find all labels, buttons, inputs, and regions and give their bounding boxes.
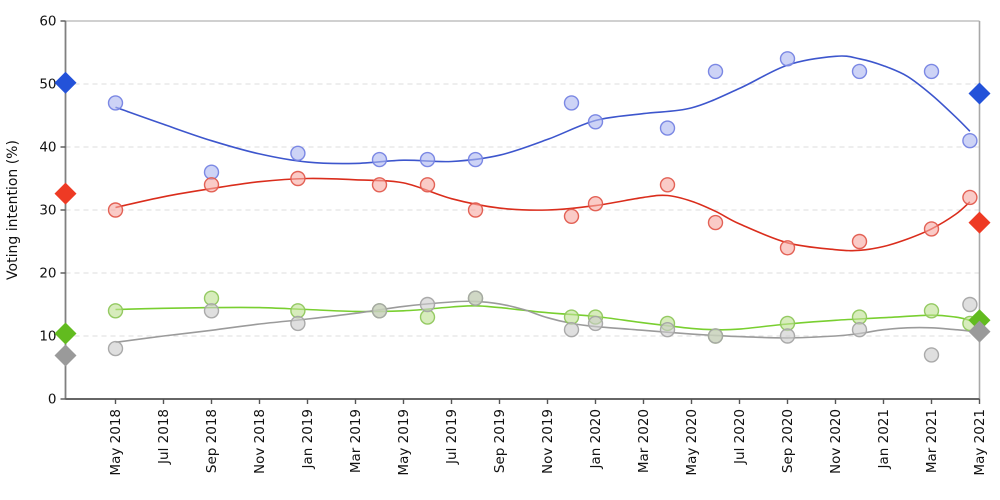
- red-poll-point: [467, 202, 484, 218]
- blue-poll-point: [107, 95, 124, 111]
- blue-poll-point: [290, 145, 306, 162]
- green-poll-point: [419, 309, 436, 325]
- x-tick-label: Sep 2018: [204, 409, 220, 473]
- blue-poll-point: [851, 63, 868, 80]
- x-tick-label: Jul 2018: [156, 409, 172, 465]
- red-poll-point: [659, 177, 676, 193]
- blue-end-diamond: [968, 82, 991, 105]
- grey-trend-line: [115, 300, 970, 344]
- x-tick-label: Mar 2021: [924, 409, 940, 473]
- red-poll-point: [707, 214, 724, 231]
- blue-poll-point: [707, 63, 724, 80]
- blue-poll-point: [563, 95, 580, 111]
- blue-poll-point: [419, 151, 436, 168]
- grey-poll-point: [371, 303, 388, 319]
- green-poll-point: [779, 315, 796, 332]
- grey-poll-point: [587, 315, 604, 332]
- x-tick-label: Jan 2020: [588, 409, 604, 469]
- x-tick-label: Nov 2020: [828, 409, 844, 474]
- grey-poll-point: [659, 322, 676, 338]
- blue-poll-point: [467, 151, 484, 168]
- red-poll-point: [779, 240, 796, 256]
- red-poll-point: [290, 170, 306, 187]
- red-poll-point: [419, 177, 436, 193]
- y-tick-label: 20: [39, 266, 56, 282]
- grey-end-diamond: [968, 320, 991, 343]
- green-poll-point: [923, 303, 940, 319]
- red-start-diamond: [54, 182, 77, 205]
- y-axis-title: Voting intention (%): [5, 140, 21, 280]
- x-tick-label: Jul 2019: [444, 409, 460, 465]
- grey-poll-point: [563, 322, 580, 338]
- grey-poll-point: [962, 296, 978, 313]
- red-poll-point: [923, 221, 940, 237]
- grey-poll-point: [290, 315, 306, 332]
- green-poll-point: [851, 309, 868, 325]
- blue-poll-point: [923, 63, 940, 80]
- green-poll-point: [563, 309, 580, 325]
- x-tick-label: Sep 2019: [492, 409, 508, 473]
- grey-poll-point: [107, 340, 124, 357]
- x-tick-label: Nov 2019: [540, 409, 556, 474]
- blue-poll-point: [587, 114, 604, 130]
- grey-poll-point: [779, 328, 796, 344]
- y-tick-label: 50: [39, 77, 56, 93]
- red-end-diamond: [968, 211, 991, 234]
- x-tick-label: May 2018: [108, 409, 124, 476]
- x-tick-label: May 2020: [684, 409, 700, 476]
- grey-poll-point: [419, 296, 436, 313]
- red-poll-point: [107, 202, 124, 218]
- grey-poll-point: [707, 328, 724, 344]
- x-tick-label: Nov 2018: [252, 409, 268, 474]
- blue-start-diamond: [54, 71, 77, 94]
- grey-poll-point: [203, 303, 220, 319]
- grey-poll-point: [851, 322, 868, 338]
- blue-poll-point: [779, 51, 796, 67]
- x-tick-label: Jan 2021: [876, 409, 892, 469]
- x-tick-label: May 2019: [396, 409, 412, 476]
- grey-poll-point: [467, 290, 484, 306]
- red-poll-point: [371, 177, 388, 193]
- x-tick-label: Jan 2019: [300, 409, 316, 469]
- x-tick-label: Sep 2020: [780, 409, 796, 473]
- green-poll-point: [107, 303, 124, 319]
- green-poll-point: [290, 303, 306, 319]
- red-poll-point: [962, 189, 978, 206]
- green-end-diamond: [968, 309, 991, 332]
- green-start-diamond: [54, 322, 77, 345]
- blue-poll-point: [371, 151, 388, 168]
- blue-trend-line: [115, 55, 971, 165]
- y-tick-label: 30: [39, 203, 56, 219]
- red-poll-point: [851, 233, 868, 250]
- grey-poll-point: [923, 347, 940, 363]
- red-trend-line: [115, 177, 971, 252]
- plot-layer: 0 10 20 30 40 50 60 May 2018 Jul 2018 Sep 2018 Nov…: [39, 14, 991, 476]
- red-poll-point: [563, 208, 580, 225]
- grey-start-diamond: [54, 344, 77, 367]
- blue-poll-point: [203, 164, 220, 180]
- x-tick-label: Mar 2019: [348, 409, 364, 473]
- red-poll-point: [587, 195, 604, 212]
- y-tick-label: 40: [39, 140, 56, 156]
- y-tick-label: 60: [39, 14, 56, 30]
- y-tick-label: 10: [39, 329, 56, 345]
- blue-poll-point: [659, 120, 676, 136]
- x-tick-label: Jul 2020: [732, 409, 748, 465]
- blue-poll-point: [962, 132, 978, 149]
- x-tick-label: Mar 2020: [636, 409, 652, 473]
- x-tick-label: May 2021: [972, 409, 988, 476]
- red-poll-point: [203, 177, 220, 193]
- y-tick-label: 0: [48, 392, 57, 408]
